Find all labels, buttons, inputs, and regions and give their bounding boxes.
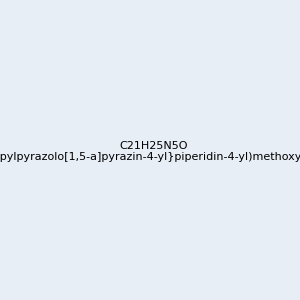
Text: C21H25N5O
2-[(1-{2-Cyclopropylpyrazolo[1,5-a]pyrazin-4-yl}piperidin-4-yl)methoxy: C21H25N5O 2-[(1-{2-Cyclopropylpyrazolo[1… xyxy=(0,141,300,162)
